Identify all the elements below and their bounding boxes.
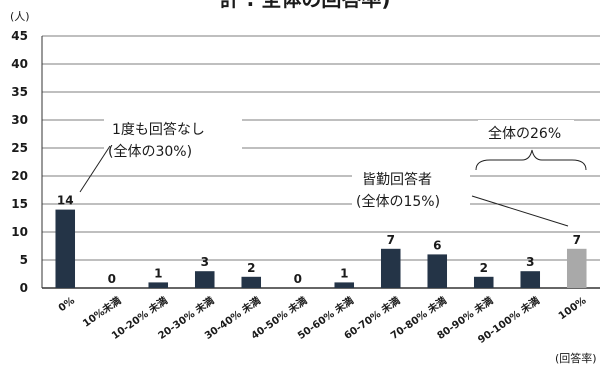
bar-value-label: 3 bbox=[201, 255, 209, 269]
chart-title: 計 : 全体の回答率) bbox=[219, 0, 390, 11]
y-tick-label: 25 bbox=[11, 141, 28, 155]
annotation-no-answer-line1: 1度も回答なし bbox=[112, 121, 205, 138]
annotation-no-answer-leader bbox=[80, 146, 110, 192]
bar-value-label: 3 bbox=[526, 255, 534, 269]
annotation-no-answer-line2: (全体の30%) bbox=[108, 143, 192, 160]
annotation-total-text: 全体の26% bbox=[488, 125, 561, 142]
bar-10 bbox=[520, 271, 540, 288]
bar-value-label: 1 bbox=[154, 266, 162, 280]
y-tick-label: 20 bbox=[11, 169, 28, 183]
y-tick-label: 5 bbox=[20, 253, 28, 267]
bar-value-label: 7 bbox=[573, 233, 581, 247]
annotation-total: 全体の26% bbox=[476, 120, 586, 170]
value-labels: 14 0 1 3 2 0 1 7 6 2 3 7 bbox=[57, 194, 581, 286]
annotation-perfect: 皆勤回答者 (全体の15%) bbox=[352, 164, 568, 226]
bar-value-label: 14 bbox=[57, 194, 74, 208]
x-category-label: 100% bbox=[557, 295, 589, 322]
bar-8 bbox=[427, 254, 447, 288]
y-tick-label: 30 bbox=[11, 113, 28, 127]
bar-6 bbox=[334, 282, 354, 288]
bar-2 bbox=[148, 282, 168, 288]
bar-value-label: 7 bbox=[387, 233, 395, 247]
bars bbox=[55, 210, 586, 288]
annotation-no-answer: 1度も回答なし (全体の30%) bbox=[80, 116, 242, 192]
annotation-perfect-line2: (全体の15%) bbox=[356, 193, 440, 210]
bar-value-label: 0 bbox=[108, 272, 116, 286]
y-tick-label: 15 bbox=[11, 197, 28, 211]
bar-11 bbox=[567, 249, 587, 288]
annotation-perfect-line1: 皆勤回答者 bbox=[362, 171, 432, 188]
bar-4 bbox=[241, 277, 261, 288]
bar-value-label: 6 bbox=[433, 238, 441, 252]
y-tick-label: 35 bbox=[11, 85, 28, 99]
y-tick-label: 40 bbox=[11, 57, 28, 71]
bar-9 bbox=[474, 277, 494, 288]
y-tick-label: 10 bbox=[11, 225, 28, 239]
x-category-label: 10%未満 bbox=[80, 294, 123, 330]
y-axis-unit-label: (人) bbox=[10, 10, 30, 23]
x-category-label: 0% bbox=[57, 295, 77, 314]
bar-value-label: 2 bbox=[480, 261, 488, 275]
annotation-total-brace bbox=[476, 150, 586, 170]
bar-value-label: 0 bbox=[294, 272, 302, 286]
y-tick-label: 0 bbox=[20, 281, 28, 295]
bar-value-label: 2 bbox=[247, 261, 255, 275]
bar-0 bbox=[55, 210, 75, 288]
bar-3 bbox=[195, 271, 215, 288]
y-tick-label: 45 bbox=[11, 29, 28, 43]
annotation-perfect-leader bbox=[472, 196, 568, 226]
bar-7 bbox=[381, 249, 401, 288]
x-axis-unit-label: (回答率) bbox=[555, 351, 597, 365]
bar-value-label: 1 bbox=[340, 266, 348, 280]
y-axis-ticks: 0 5 10 15 20 25 30 35 40 45 bbox=[11, 29, 28, 295]
